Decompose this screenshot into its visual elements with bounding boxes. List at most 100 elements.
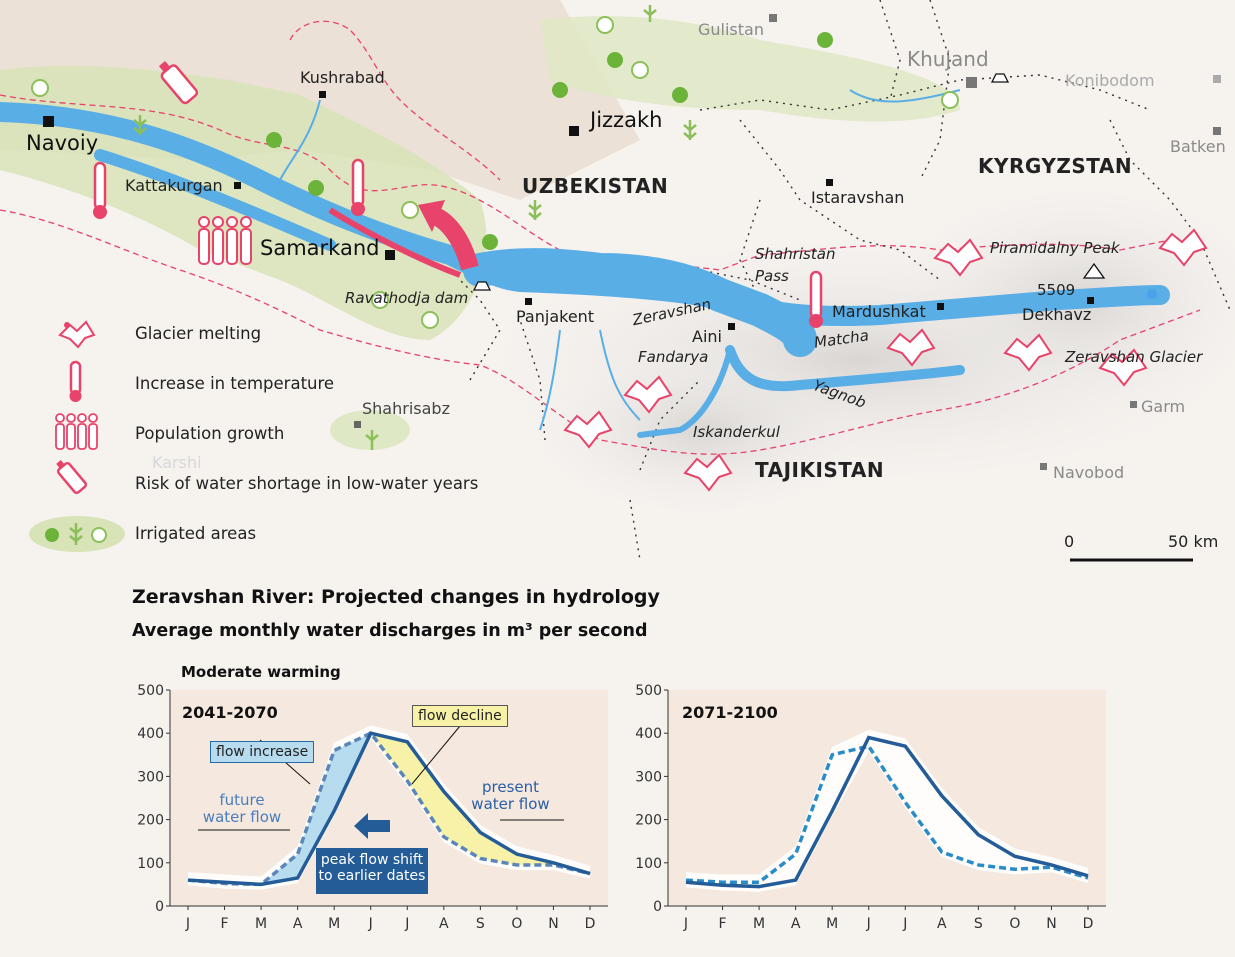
- city-label-aini: Aini: [692, 327, 722, 346]
- glacier-source: [1147, 289, 1157, 299]
- label-piramidalny-peak: Piramidalny Peak: [990, 239, 1120, 257]
- chart-2071-2100: 0 100 200 300 400 500 J F M A M J J A S O N D: [635, 683, 1106, 932]
- legend-glacier-icon: [58, 320, 96, 349]
- x-tick-label: N: [1046, 916, 1056, 932]
- legend-label-water-shortage: Risk of water shortage in low-water year…: [135, 474, 479, 493]
- label-peak-height: 5509: [1037, 281, 1076, 299]
- legend-water-bottle-icon: [56, 459, 88, 495]
- shift-left-arrow-icon: [354, 813, 390, 839]
- peak-shift-box: peak flow shift to earlier dates: [316, 848, 428, 894]
- country-label-uzbekistan: UZBEKISTAN: [522, 174, 669, 198]
- future-flow-label: future water flow: [202, 791, 282, 826]
- label-zeravshan-glacier: Zeravshan Glacier: [1065, 348, 1203, 366]
- x-tick-label: N: [548, 916, 558, 932]
- y-tick-label: 0: [653, 899, 662, 915]
- city-label-jizzakh: Jizzakh: [590, 108, 663, 132]
- period-label-2041-2070: 2041-2070: [182, 703, 278, 722]
- city-label-gulistan: Gulistan: [698, 20, 764, 39]
- x-tick-label: J: [185, 916, 190, 932]
- city-label-garm: Garm: [1141, 397, 1186, 416]
- uncertainty-band: [686, 729, 1088, 892]
- city-label-istaravshan: Istaravshan: [811, 188, 905, 207]
- x-tick-label: J: [368, 916, 373, 932]
- x-tick-label: F: [221, 916, 229, 932]
- x-tick-label: D: [585, 916, 596, 932]
- future-water-flow-line: [685, 744, 1089, 884]
- flow-decline-pointer: [411, 725, 461, 785]
- x-tick-label: J: [404, 916, 409, 932]
- peak-icon: [1082, 262, 1106, 279]
- scale-label-distance: 50 km: [1168, 532, 1219, 551]
- scale-label-zero: 0: [1064, 532, 1075, 551]
- peak-shift-line1: peak flow shift: [320, 852, 424, 868]
- y-tick-label: 200: [635, 813, 662, 829]
- thermometer-icon: [809, 270, 823, 328]
- irrigated-area-shahrisabz: [330, 410, 410, 450]
- city-label-samarkand: Samarkand: [260, 236, 380, 260]
- label-ravathodja-dam: Ravathodja dam: [345, 289, 469, 307]
- y-tick-label: 400: [137, 726, 164, 742]
- irrigated-area-jizzakh: [540, 16, 960, 122]
- city-label-panjakent: Panjakent: [516, 307, 595, 326]
- y-tick-label: 100: [635, 856, 662, 872]
- thermometer-icon: [93, 161, 107, 219]
- thermometer-icon: [351, 158, 365, 216]
- y-tick-label: 200: [137, 813, 164, 829]
- label-fandarya: Fandarya: [638, 348, 709, 366]
- y-tick-label: 400: [635, 726, 662, 742]
- legend-irrigated-area-icon: [29, 516, 125, 552]
- x-tick-label: A: [791, 916, 801, 932]
- city-label-kushrabad: Kushrabad: [300, 68, 385, 87]
- chart-scenario: Moderate warming: [181, 663, 341, 681]
- y-tick-label: 500: [137, 683, 164, 699]
- x-tick-label: D: [1083, 916, 1094, 932]
- glacier-icon: [563, 228, 1208, 492]
- flow-increase-label: flow increase: [210, 741, 315, 763]
- legend-label-irrigated: Irrigated areas: [135, 524, 257, 543]
- water-bottle-icon: [158, 60, 199, 105]
- x-tick-label: M: [753, 916, 765, 932]
- city-label-konibodom: Konibodom: [1065, 71, 1155, 90]
- city-label-shahrisabz: Shahrisabz: [362, 399, 450, 418]
- present-water-flow-line: [685, 735, 1089, 889]
- city-label-karshi: Karshi: [152, 453, 202, 472]
- y-tick-label: 500: [635, 683, 662, 699]
- x-tick-label: F: [719, 916, 727, 932]
- chart-subtitle: Average monthly water discharges in m³ p…: [132, 621, 648, 641]
- legend-label-population: Population growth: [135, 424, 285, 443]
- y-tick-label: 100: [137, 856, 164, 872]
- city-markers: [43, 91, 1094, 428]
- x-tick-label: S: [974, 916, 983, 932]
- basin-border-south: [0, 209, 1201, 455]
- flow-decline-label: flow decline: [412, 705, 508, 727]
- flow-decline-area: [370, 733, 554, 865]
- x-tick-label: J: [866, 916, 871, 932]
- city-label-mardushkat: Mardushkat: [832, 302, 926, 321]
- period-label-2071-2100: 2071-2100: [682, 703, 778, 722]
- fandarya-river: [637, 347, 733, 438]
- flow-increase-area: [261, 733, 371, 885]
- peak-shift-line2: to earlier dates: [318, 868, 426, 885]
- x-tick-label: M: [255, 916, 267, 932]
- y-tick-label: 0: [155, 899, 164, 915]
- yagnob-river: [725, 345, 965, 392]
- x-tick-label: A: [293, 916, 303, 932]
- x-tick-label: M: [826, 916, 838, 932]
- present-water-flow-line: [187, 731, 591, 887]
- city-label-kattakurgan: Kattakurgan: [125, 176, 223, 195]
- city-label-batken: Batken: [1170, 137, 1226, 156]
- legend-label-glacier: Glacier melting: [135, 324, 262, 343]
- label-shahristan: Shahristan: [755, 245, 836, 263]
- x-tick-label: O: [511, 916, 522, 932]
- country-label-kyrgyzstan: KYRGYZSTAN: [978, 154, 1133, 178]
- legend-thermometer-icon: [69, 360, 82, 402]
- city-label-navobod: Navobod: [1053, 463, 1125, 482]
- city-label-navoiy: Navoiy: [26, 131, 99, 155]
- city-label-khujand: Khujand: [907, 47, 989, 71]
- y-tick-label: 300: [137, 769, 164, 785]
- present-flow-label: present water flow: [471, 778, 550, 813]
- x-tick-label: J: [902, 916, 907, 932]
- x-tick-label: A: [439, 916, 449, 932]
- label-pass: Pass: [755, 267, 789, 285]
- x-tick-label: S: [476, 916, 485, 932]
